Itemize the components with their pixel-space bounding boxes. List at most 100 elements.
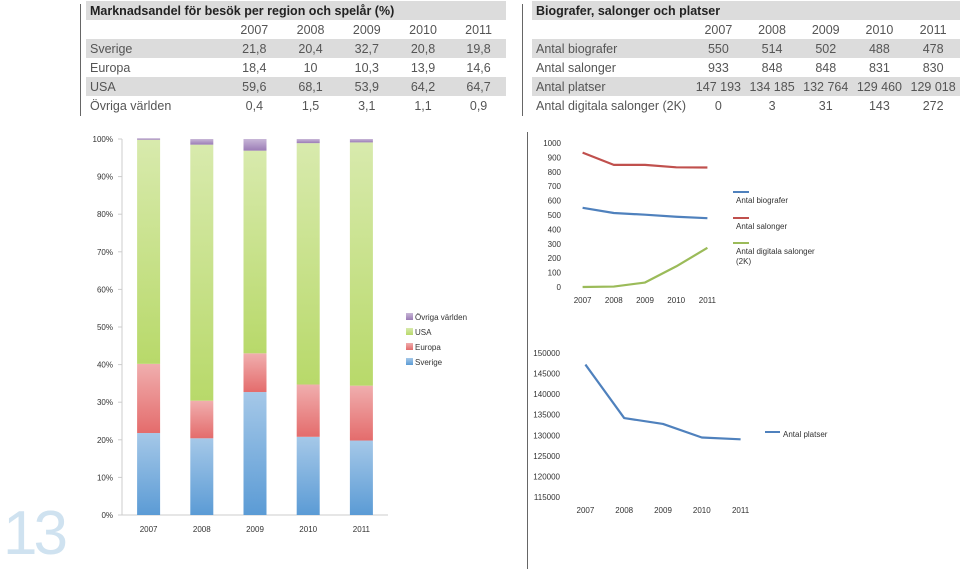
row-label: Sverige — [86, 39, 227, 58]
market-share-table: Marknadsandel för besök per region och s… — [86, 1, 506, 115]
line-y-tick-label: 150000 — [533, 349, 560, 358]
legend-swatch-europa — [406, 343, 413, 350]
bar-segment-ovriga — [243, 139, 267, 151]
cell: 21,8 — [226, 39, 283, 58]
table-header-row: 2007 2008 2009 2010 2011 — [532, 20, 960, 39]
line-y-tick-label: 1000 — [543, 139, 561, 148]
cell: 0 — [714, 98, 722, 113]
cell: 14,6 — [466, 60, 491, 75]
row-label: Antal platser — [532, 77, 692, 96]
cell: 478 — [906, 39, 960, 58]
line-y-tick-label: 800 — [548, 168, 562, 177]
table-title-row: Marknadsandel för besök per region och s… — [86, 1, 506, 20]
bar-y-tick-label: 100% — [93, 135, 113, 144]
row-label: Antal biografer — [532, 39, 692, 58]
bar-y-tick-label: 80% — [97, 210, 113, 219]
cell: 10,3 — [354, 60, 379, 75]
bar-x-tick-label: 2011 — [353, 525, 371, 534]
bar-y-tick-label: 60% — [97, 285, 113, 294]
cell: 830 — [922, 60, 944, 75]
bar-segment-ovriga — [137, 138, 161, 140]
row-label: Övriga världen — [90, 98, 172, 113]
row-label: Antal salonger — [536, 60, 616, 75]
bar-y-tick-label: 30% — [97, 398, 113, 407]
legend-swatch-ovriga — [406, 313, 413, 320]
table-row: Antal digitala salonger (2K) 0 3 31 143 … — [532, 96, 960, 115]
legend-label: (2K) — [736, 257, 751, 266]
cinemas-title: Biografer, salonger och platser — [532, 1, 960, 20]
legend-label: Övriga världen — [415, 313, 467, 322]
line-y-tick-label: 500 — [548, 211, 562, 220]
line-y-tick-label: 300 — [548, 240, 562, 249]
table-divider — [80, 4, 81, 116]
line-x-tick-label: 2008 — [615, 506, 633, 515]
bar-segment-usa — [137, 139, 161, 364]
line-x-tick-label: 2011 — [732, 506, 750, 515]
year-header: 2009 — [352, 22, 381, 37]
line-y-tick-label: 120000 — [533, 472, 560, 481]
cell: 1,5 — [301, 98, 320, 113]
table-row: USA 59,6 68,1 53,9 64,2 64,7 — [86, 77, 506, 96]
table-row: Sverige 21,8 20,4 32,7 20,8 19,8 — [86, 39, 506, 58]
cell: 32,7 — [338, 39, 395, 58]
bar-y-tick-label: 10% — [97, 473, 113, 482]
bar-x-tick-label: 2010 — [299, 525, 317, 534]
year-header: 2008 — [758, 22, 786, 37]
cell: 64,7 — [451, 77, 506, 96]
row-label: Antal digitala salonger (2K) — [536, 98, 687, 113]
line-series-salonger — [582, 151, 708, 169]
line-y-tick-label: 600 — [548, 197, 562, 206]
cell: 3 — [768, 98, 776, 113]
line-x-tick-label: 2009 — [636, 296, 654, 305]
line-x-tick-label: 2009 — [654, 506, 672, 515]
line-y-tick-label: 100 — [548, 269, 562, 278]
cell: 132 764 — [798, 77, 853, 96]
cell: 19,8 — [451, 39, 506, 58]
table-row: Antal platser 147 193 134 185 132 764 12… — [532, 77, 960, 96]
line-y-tick-label: 700 — [548, 182, 562, 191]
line-y-tick-label: 400 — [548, 225, 562, 234]
table-title-row: Biografer, salonger och platser — [532, 1, 960, 20]
bar-segment-usa — [190, 144, 214, 401]
year-header: 2011 — [465, 22, 493, 37]
row-label: USA — [86, 77, 227, 96]
cell: 502 — [798, 39, 853, 58]
cell: 68,1 — [282, 77, 339, 96]
table-divider — [522, 4, 523, 116]
bar-segment-sverige — [349, 440, 373, 515]
cell: 3,1 — [358, 98, 376, 113]
cell: 550 — [691, 39, 746, 58]
cell: 848 — [815, 60, 837, 75]
line-x-tick-label: 2010 — [693, 506, 711, 515]
line-series-biografer — [582, 206, 708, 220]
table-row: Övriga världen 0,4 1,5 3,1 1,1 0,9 — [86, 96, 506, 115]
line-y-tick-label: 130000 — [533, 431, 560, 440]
bar-segment-ovriga — [349, 139, 373, 143]
legend-label: Sverige — [415, 358, 443, 367]
bar-segment-usa — [243, 150, 267, 354]
table-row: Antal biografer 550 514 502 488 478 — [532, 39, 960, 58]
line-x-tick-label: 2011 — [699, 296, 717, 305]
row-label: Europa — [90, 60, 131, 75]
cell: 0,9 — [469, 98, 488, 113]
bar-x-tick-label: 2008 — [193, 525, 211, 534]
bar-y-tick-label: 90% — [97, 173, 113, 182]
year-header: 2007 — [704, 22, 733, 37]
bar-segment-europa — [137, 363, 161, 434]
bar-x-tick-label: 2009 — [246, 525, 264, 534]
line-x-tick-label: 2007 — [574, 296, 592, 305]
cell: 0,4 — [245, 98, 264, 113]
cell: 147 193 — [691, 77, 746, 96]
bar-segment-europa — [243, 353, 267, 393]
legend-label: USA — [415, 328, 432, 337]
cell: 18,4 — [242, 60, 267, 75]
cell: 13,9 — [410, 60, 436, 75]
cell: 31 — [818, 98, 833, 113]
legend-swatch-sverige — [406, 358, 413, 365]
cell: 272 — [922, 98, 944, 113]
cell: 143 — [868, 98, 890, 113]
legend-label: Antal salonger — [736, 222, 787, 231]
bar-segment-ovriga — [190, 139, 214, 145]
bar-y-tick-label: 40% — [97, 361, 113, 370]
bar-segment-europa — [190, 400, 214, 439]
